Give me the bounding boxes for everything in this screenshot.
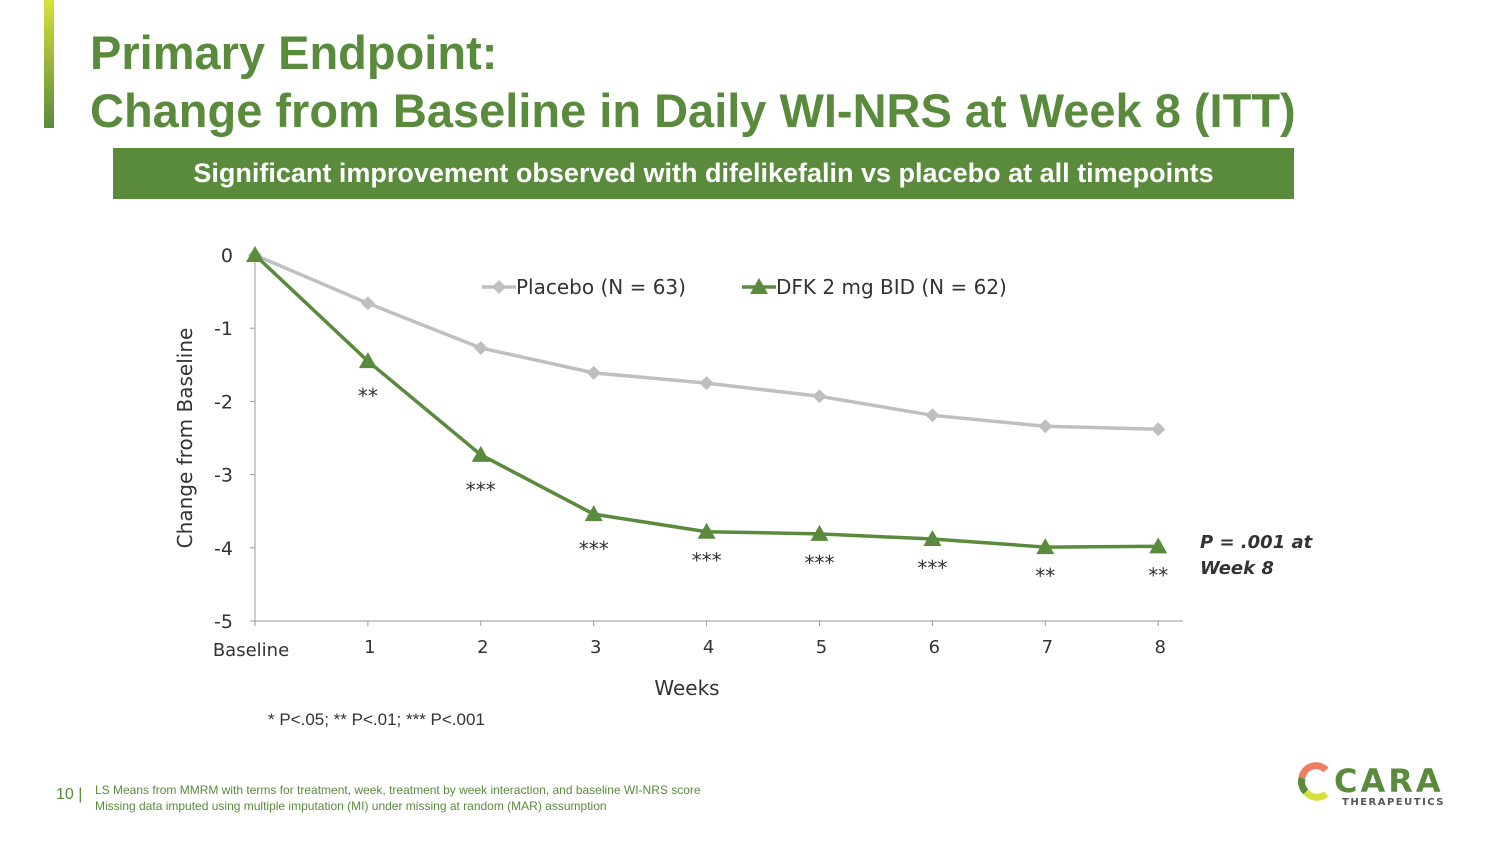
x-tick-label: 8: [1154, 637, 1165, 658]
page-number: 10 |: [56, 786, 83, 803]
x-tick-label: 3: [590, 637, 601, 658]
p-value-note: P = .001 at Week 8: [1200, 530, 1312, 582]
placebo-marker: [699, 376, 714, 391]
x-tick-label: 7: [1042, 637, 1053, 658]
svg-text:THERAPEUTICS: THERAPEUTICS: [1342, 797, 1445, 808]
x-tick-label: 2: [477, 637, 488, 658]
title-line-2: Change from Baseline in Daily WI-NRS at …: [90, 84, 1296, 137]
placebo-marker: [586, 365, 601, 380]
placebo-marker: [812, 389, 827, 404]
y-axis-title: Change from Baseline: [173, 328, 197, 549]
significance-marker: ***: [466, 478, 496, 502]
y-tick-label: 0: [221, 245, 233, 267]
significance-marker: ***: [917, 556, 947, 580]
title-accent-bar: [44, 0, 54, 128]
x-tick-label: 5: [816, 637, 827, 658]
dfk-marker: [1036, 538, 1055, 555]
x-tick-label: Baseline: [213, 640, 289, 661]
dfk-marker: [584, 505, 603, 522]
significance-marker: ***: [579, 537, 609, 561]
footnotes: LS Means from MMRM with terms for treatm…: [95, 782, 701, 814]
logo-text: CARA: [1334, 762, 1444, 800]
dfk-marker: [358, 352, 377, 369]
significance-marker: **: [358, 384, 378, 408]
dfk-marker: [810, 524, 829, 541]
dfk-marker: [697, 522, 716, 539]
placebo-line: [254, 253, 1159, 431]
placebo-marker: [1151, 422, 1166, 437]
dfk-marker: [471, 445, 490, 462]
dfk-line: [253, 253, 1159, 549]
y-tick-label: -3: [214, 465, 233, 487]
legend-label: DFK 2 mg BID (N = 62): [776, 275, 1007, 299]
placebo-marker: [1038, 419, 1053, 434]
y-tick-label: -1: [214, 318, 233, 340]
key-finding-banner: Significant improvement observed with di…: [113, 148, 1294, 199]
y-tick-label: -5: [214, 611, 233, 633]
cara-logo: CARA THERAPEUTICS: [1296, 758, 1466, 815]
legend-label: Placebo (N = 63): [516, 275, 686, 299]
x-tick-label: 1: [364, 637, 375, 658]
significance-marker: **: [1148, 563, 1168, 587]
x-axis-title: Weeks: [654, 676, 719, 700]
dfk-marker: [923, 530, 942, 547]
placebo-marker: [360, 296, 375, 311]
dfk-marker: [246, 246, 264, 262]
x-tick-label: 6: [929, 637, 940, 658]
significance-marker: **: [1035, 564, 1055, 588]
footnote-2: Missing data imputed using multiple impu…: [95, 799, 607, 813]
y-tick-label: -4: [214, 538, 233, 560]
placebo-marker: [473, 340, 488, 355]
x-tick-label: 4: [703, 637, 714, 658]
placebo-marker: [925, 408, 940, 423]
placebo-marker: [492, 280, 506, 294]
y-tick-label: -2: [214, 391, 233, 413]
dfk-marker: [750, 278, 768, 294]
p-note-line-1: P = .001 at: [1200, 532, 1313, 553]
significance-legend: * P<.05; ** P<.01; *** P<.001: [268, 710, 485, 729]
footnote-1: LS Means from MMRM with terms for treatm…: [95, 783, 701, 797]
significance-marker: ***: [805, 551, 835, 575]
title-line-1: Primary Endpoint:: [90, 26, 498, 79]
dfk-marker: [1149, 537, 1168, 554]
page-title: Primary Endpoint: Change from Baseline i…: [90, 24, 1296, 140]
significance-marker: ***: [692, 549, 722, 573]
p-note-line-2: Week 8: [1200, 558, 1274, 579]
